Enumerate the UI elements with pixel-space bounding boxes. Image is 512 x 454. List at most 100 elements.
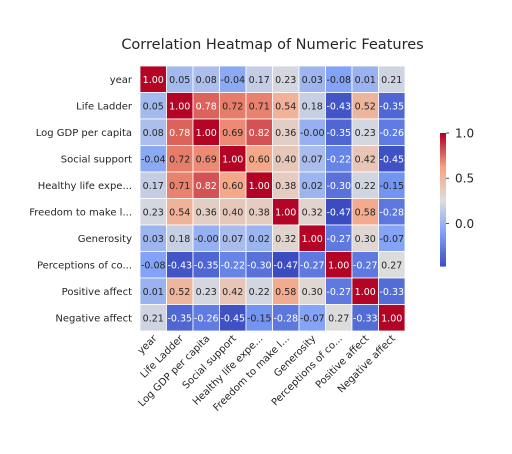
heatmap-cell	[351, 304, 379, 332]
cell-value-label: -0.27	[326, 234, 351, 245]
heatmap-cell	[378, 277, 406, 305]
colorbar-segment	[440, 243, 446, 247]
row-tick-label: Perceptions of co...	[37, 260, 132, 271]
cell-value-label: 0.30	[355, 234, 376, 245]
cell-value-label: 1.00	[169, 101, 190, 112]
heatmap-cell	[298, 304, 326, 332]
colorbar-segment	[440, 259, 446, 263]
cell-value-label: 0.05	[143, 101, 164, 112]
heatmap-cell	[219, 277, 247, 305]
cell-value-label: 0.58	[355, 207, 376, 218]
cell-value-label: 0.72	[222, 101, 243, 112]
heatmap-cell	[166, 251, 194, 279]
cell-value-label: -0.26	[194, 313, 219, 324]
cell-value-label: 0.54	[169, 207, 190, 218]
cell-value-label: 0.23	[196, 287, 217, 298]
heatmap-cell	[298, 92, 326, 120]
heatmap-cell	[298, 171, 326, 199]
cell-value-label: 0.08	[196, 75, 217, 86]
cell-value-label: 0.82	[249, 128, 270, 139]
cell-value-label: 0.23	[275, 75, 296, 86]
heatmap-cell	[325, 224, 353, 252]
cell-value-label: -0.22	[326, 154, 351, 165]
colorbar-tick-label: 1.0	[455, 127, 474, 141]
heatmap-cell	[378, 65, 406, 93]
cell-value-label: -0.27	[326, 287, 351, 298]
cell-value-label: 0.01	[355, 75, 376, 86]
cell-value-label: 1.00	[249, 181, 270, 192]
heatmap-cell	[139, 145, 167, 173]
cell-value-label: 1.00	[328, 260, 349, 271]
heatmap-cell	[378, 224, 406, 252]
colorbar-segment	[440, 133, 446, 136]
cell-value-label: 0.42	[222, 287, 243, 298]
heatmap-cell	[325, 277, 353, 305]
heatmap-cell	[298, 251, 326, 279]
cell-value-label: 0.69	[196, 154, 217, 165]
cell-value-label: -0.28	[379, 207, 404, 218]
cell-value-label: 0.32	[302, 207, 323, 218]
colorbar-segment	[440, 241, 446, 245]
cell-value-label: 0.32	[275, 234, 296, 245]
row-tick-label: Healthy life expe...	[38, 181, 132, 192]
heatmap-cell	[272, 224, 300, 252]
cell-value-label: 0.22	[355, 181, 376, 192]
cell-value-label: -0.47	[273, 260, 298, 271]
colorbar-segment	[440, 228, 446, 232]
cell-value-label: 0.38	[275, 181, 296, 192]
heatmap-cell	[219, 224, 247, 252]
colorbar-tick-label: 0.5	[455, 172, 474, 186]
heatmap-cell	[139, 118, 167, 146]
heatmap-cell	[272, 65, 300, 93]
heatmap-cell	[325, 65, 353, 93]
colorbar-segment	[440, 175, 446, 178]
cell-value-label: 0.78	[169, 128, 190, 139]
cell-value-label: 0.71	[169, 181, 190, 192]
colorbar-segment	[440, 170, 446, 174]
heatmap-cell	[298, 277, 326, 305]
cell-value-label: 0.02	[249, 234, 270, 245]
colorbar-segment	[440, 212, 446, 216]
cell-value-label: 0.36	[196, 207, 217, 218]
cell-value-label: -0.07	[379, 234, 404, 245]
cell-value-label: -0.35	[379, 101, 404, 112]
cell-value-label: 0.18	[302, 101, 323, 112]
cell-value-label: -0.35	[326, 128, 351, 139]
colorbar-segment	[440, 141, 446, 145]
cell-value-label: 0.82	[196, 181, 217, 192]
heatmap-cell	[351, 92, 379, 120]
cell-value-label: 1.00	[222, 154, 243, 165]
heatmap-cell	[298, 224, 326, 252]
cell-value-label: 0.17	[143, 181, 164, 192]
heatmap-cell	[272, 304, 300, 332]
heatmap-cell	[166, 65, 194, 93]
colorbar-segment	[440, 203, 446, 207]
colorbar-segment	[440, 263, 446, 267]
colorbar-segment	[440, 190, 446, 194]
cell-value-label: -0.26	[379, 128, 404, 139]
cell-value-label: -0.00	[194, 234, 219, 245]
row-tick-label: Generosity	[78, 234, 132, 245]
cell-value-label: -0.28	[273, 313, 298, 324]
cell-value-label: -0.47	[326, 207, 351, 218]
cell-value-label: -0.33	[379, 287, 404, 298]
chart-title: Correlation Heatmap of Numeric Features	[121, 37, 423, 53]
heatmap-cell	[166, 304, 194, 332]
colorbar-segment	[440, 206, 446, 209]
colorbar-segment	[440, 208, 446, 212]
colorbar-segment	[440, 150, 446, 154]
colorbar-segment	[440, 195, 446, 198]
cell-value-label: -0.30	[326, 181, 351, 192]
cell-value-label: 0.30	[302, 287, 323, 298]
colorbar-segment	[440, 250, 446, 254]
colorbar-segment	[440, 230, 446, 234]
colorbar-segment	[440, 246, 446, 249]
colorbar-segment	[440, 210, 446, 214]
cell-value-label: -0.07	[300, 313, 325, 324]
cell-value-label: 0.07	[302, 154, 323, 165]
colorbar-segment	[440, 188, 446, 192]
colorbar-segment	[440, 219, 446, 223]
colorbar-segment	[440, 161, 446, 165]
cell-value-label: -0.04	[141, 154, 166, 165]
